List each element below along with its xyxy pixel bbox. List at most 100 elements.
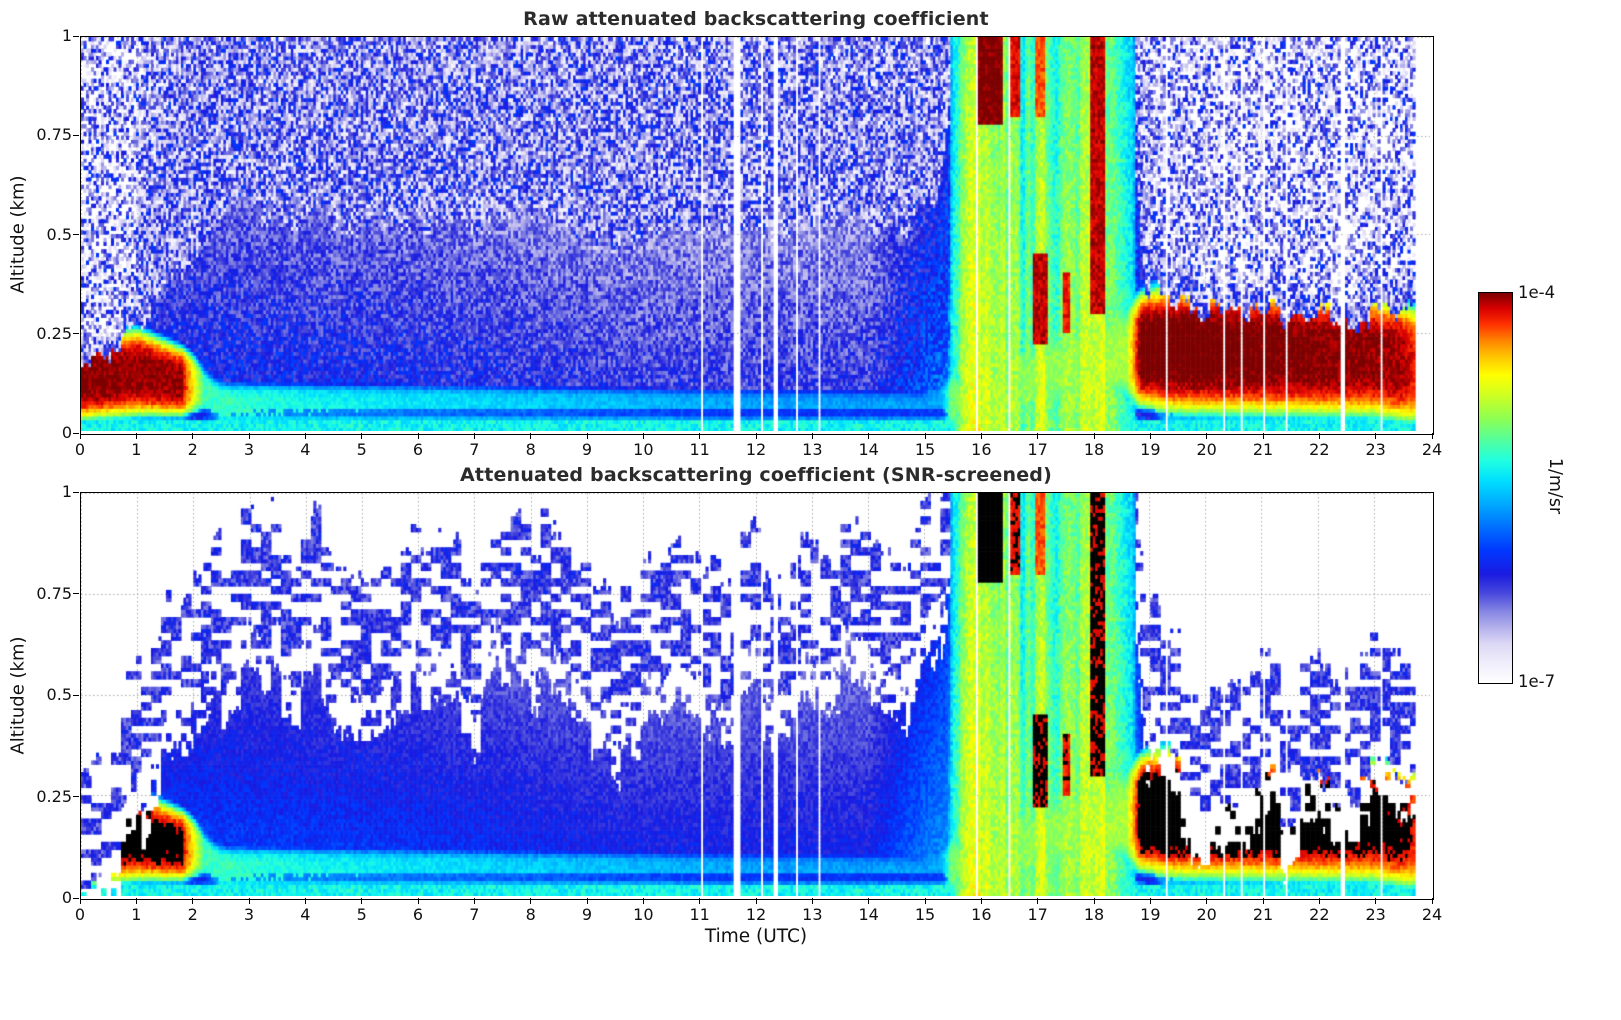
x-tick-label: 23 (1365, 440, 1386, 459)
x-tick-label: 4 (300, 440, 311, 459)
x-tick-label: 13 (802, 905, 823, 924)
screened-panel-plot (80, 492, 1434, 900)
x-tick-mark (868, 433, 870, 439)
x-tick-label: 9 (581, 905, 593, 924)
x-tick-label: 6 (412, 440, 424, 459)
x-tick-mark (248, 433, 250, 439)
x-tick-label: 0 (74, 440, 86, 459)
x-tick-mark (868, 898, 870, 904)
x-tick-mark (980, 433, 982, 439)
x-tick-mark (980, 898, 982, 904)
colorbar-unit-label: 1/m/sr (1545, 457, 1565, 515)
y-tick-mark (73, 796, 79, 797)
colorbar-max-label: 1e-4 (1518, 283, 1556, 302)
x-tick-mark (361, 898, 363, 904)
x-tick-mark (135, 433, 137, 439)
x-tick-mark (1037, 433, 1039, 439)
x-tick-mark (417, 898, 419, 904)
y-tick-mark (73, 333, 79, 335)
x-tick-mark (1375, 898, 1377, 904)
y-tick-mark (73, 897, 79, 899)
x-tick-mark (79, 433, 81, 439)
x-tick-label: 5 (356, 905, 367, 924)
y-tick-label: 0.75 (36, 125, 72, 145)
x-tick-mark (473, 433, 475, 439)
x-tick-mark (586, 433, 588, 439)
raw-heatmap-canvas (81, 37, 1430, 431)
x-tick-mark (248, 898, 250, 904)
y-tick-mark (73, 432, 79, 434)
x-tick-mark (192, 898, 194, 904)
x-tick-label: 24 (1421, 440, 1443, 459)
x-tick-label: 21 (1252, 905, 1274, 924)
x-tick-label: 10 (633, 905, 654, 924)
x-tick-label: 10 (633, 440, 654, 459)
y-tick-mark (73, 593, 79, 594)
x-tick-mark (417, 433, 419, 439)
x-tick-mark (1206, 898, 1208, 904)
x-tick-label: 22 (1309, 440, 1330, 459)
x-tick-label: 20 (1196, 905, 1217, 924)
colorbar (1478, 292, 1513, 684)
x-tick-mark (304, 433, 306, 439)
y-tick-label: 0.75 (36, 583, 72, 603)
x-tick-mark (924, 433, 926, 439)
x-tick-mark (1149, 898, 1151, 904)
x-tick-label: 21 (1252, 440, 1274, 459)
y-tick-label: 0.5 (46, 224, 72, 244)
x-tick-mark (1262, 898, 1264, 904)
x-tick-label: 9 (581, 440, 593, 459)
x-tick-mark (192, 433, 194, 439)
x-tick-label: 3 (243, 440, 255, 459)
x-tick-label: 17 (1027, 905, 1048, 924)
x-tick-mark (642, 898, 644, 904)
x-tick-mark (135, 898, 137, 904)
y-tick-label: 0.5 (46, 685, 72, 704)
raw-panel-title: Raw attenuated backscattering coefficien… (523, 8, 989, 30)
x-tick-label: 18 (1083, 905, 1105, 924)
x-tick-label: 15 (914, 905, 936, 924)
x-tick-mark (1262, 433, 1264, 439)
y-tick-label: 0 (61, 423, 72, 442)
x-tick-mark (1318, 433, 1320, 439)
x-tick-label: 5 (356, 440, 367, 459)
x-tick-label: 2 (187, 905, 198, 924)
x-tick-mark (530, 433, 532, 439)
x-tick-label: 7 (469, 905, 480, 924)
x-tick-mark (304, 898, 306, 904)
x-tick-mark (699, 433, 701, 439)
y-tick-mark (73, 134, 79, 136)
x-tick-label: 17 (1027, 440, 1048, 459)
x-tick-label: 18 (1083, 440, 1105, 459)
x-tick-mark (811, 898, 813, 904)
y-tick-label: 0 (61, 888, 72, 907)
x-tick-label: 19 (1140, 440, 1161, 459)
x-tick-label: 8 (525, 440, 536, 459)
colorbar-gradient (1479, 293, 1512, 683)
x-tick-label: 23 (1365, 905, 1386, 924)
x-tick-mark (1431, 898, 1433, 904)
y-tick-mark (73, 491, 79, 493)
x-tick-mark (79, 898, 81, 904)
x-tick-mark (924, 898, 926, 904)
x-tick-mark (699, 898, 701, 904)
x-tick-label: 16 (971, 440, 992, 459)
y-tick-label: 0.25 (36, 323, 72, 343)
x-tick-mark (1093, 898, 1095, 904)
x-tick-label: 11 (689, 440, 710, 459)
x-tick-label: 24 (1421, 905, 1443, 924)
x-tick-mark (586, 898, 588, 904)
x-tick-label: 12 (745, 905, 767, 924)
x-tick-mark (1037, 898, 1039, 904)
x-tick-mark (1206, 433, 1208, 439)
x-tick-mark (811, 433, 813, 439)
x-tick-label: 22 (1309, 905, 1330, 924)
x-tick-label: 1 (131, 905, 142, 924)
x-tick-label: 20 (1196, 440, 1217, 459)
y-tick-label: 0.25 (36, 786, 72, 806)
raw-panel-plot (80, 36, 1434, 435)
x-tick-label: 6 (412, 905, 424, 924)
x-tick-label: 15 (914, 440, 936, 459)
x-tick-label: 8 (525, 905, 536, 924)
